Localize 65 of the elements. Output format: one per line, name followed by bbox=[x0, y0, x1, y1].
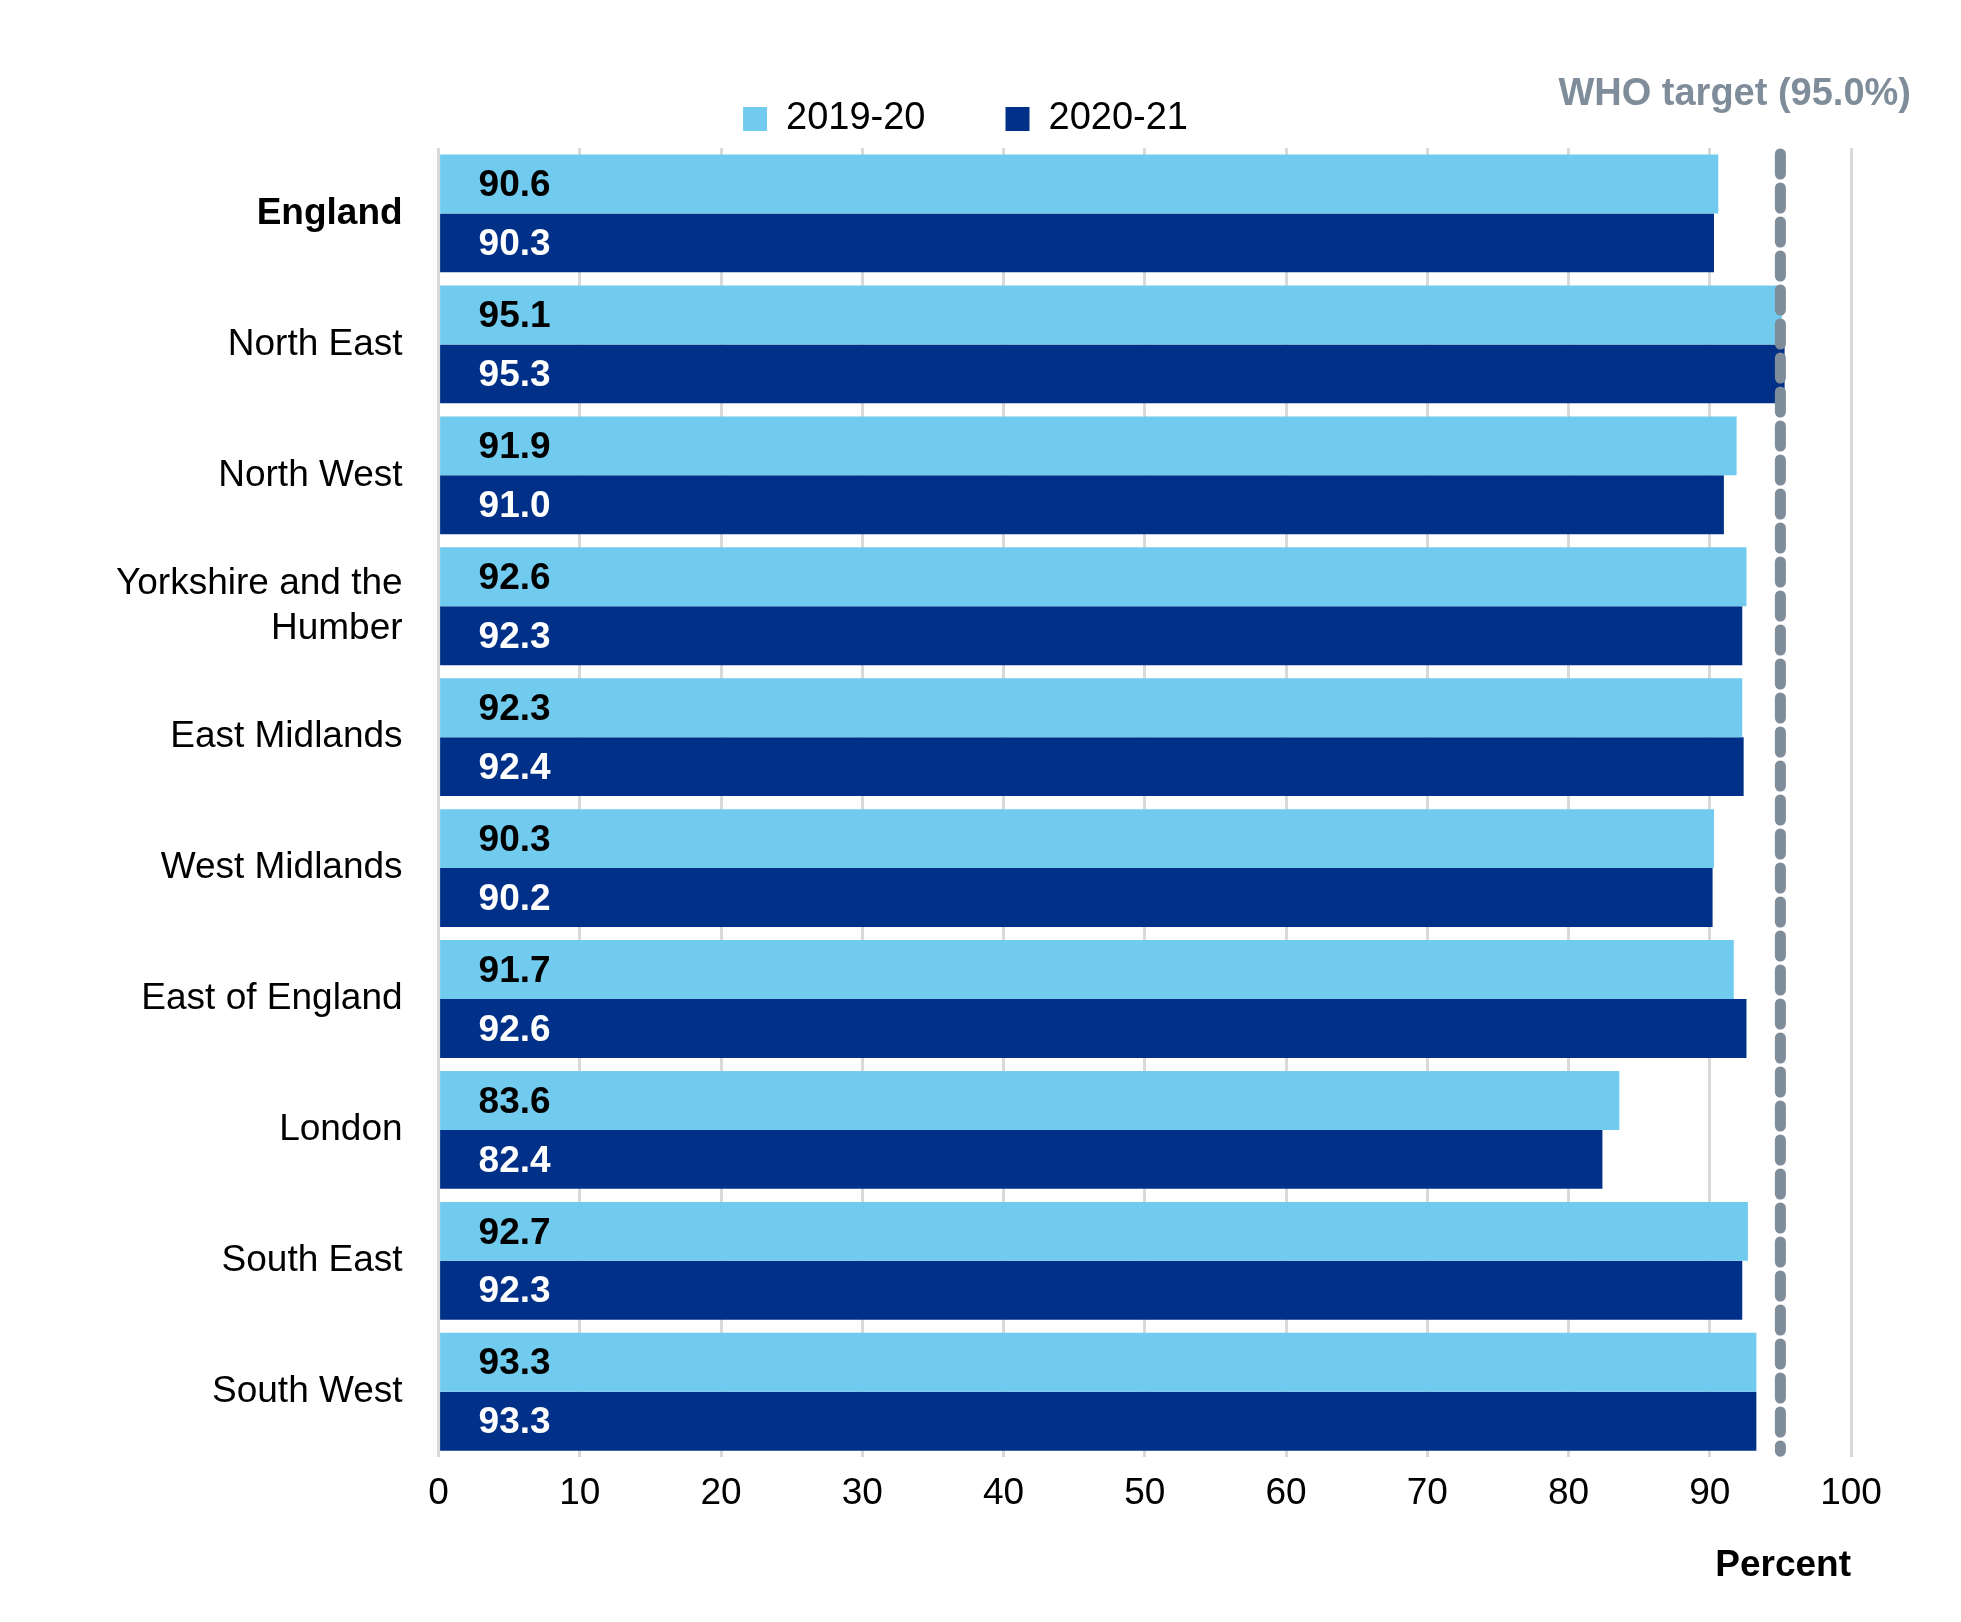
data-label: 92.7 bbox=[478, 1210, 551, 1252]
ref-line-label: WHO target (95.0%) bbox=[1558, 71, 1911, 114]
bar bbox=[440, 1391, 1757, 1451]
data-label: 92.4 bbox=[478, 745, 552, 787]
bar bbox=[440, 1260, 1743, 1320]
x-tick-label: 80 bbox=[1547, 1470, 1590, 1512]
bar bbox=[440, 737, 1744, 797]
x-tick-label: 40 bbox=[982, 1470, 1025, 1512]
bar bbox=[440, 213, 1714, 273]
data-label: 82.4 bbox=[478, 1138, 552, 1180]
bar bbox=[440, 606, 1743, 666]
x-tick-label: 20 bbox=[700, 1470, 742, 1512]
y-tick-label: East of England bbox=[141, 976, 403, 1018]
bar bbox=[440, 475, 1724, 535]
bar bbox=[440, 547, 1747, 607]
x-tick-label: 50 bbox=[1124, 1470, 1166, 1512]
bar bbox=[440, 154, 1719, 214]
bar bbox=[440, 868, 1713, 927]
data-label: 91.7 bbox=[478, 948, 551, 990]
bar bbox=[440, 1332, 1757, 1392]
x-tick-label: 100 bbox=[1820, 1470, 1882, 1512]
y-tick-label: North West bbox=[218, 452, 404, 494]
bar bbox=[440, 285, 1782, 345]
bar bbox=[440, 1129, 1603, 1189]
data-label: 93.3 bbox=[478, 1400, 551, 1442]
y-tick-label: South East bbox=[221, 1238, 404, 1280]
x-tick-label: 10 bbox=[559, 1470, 601, 1512]
data-label: 83.6 bbox=[478, 1079, 551, 1121]
x-tick-label: 30 bbox=[841, 1470, 883, 1512]
data-label: 92.3 bbox=[478, 614, 551, 656]
y-tick-label: North East bbox=[227, 321, 404, 363]
y-tick-label: South West bbox=[212, 1368, 404, 1410]
x-axis-title: Percent bbox=[1715, 1543, 1851, 1584]
x-tick-label: 0 bbox=[428, 1470, 449, 1512]
data-label: 95.1 bbox=[478, 294, 551, 336]
data-label: 92.3 bbox=[478, 686, 551, 728]
data-label: 90.3 bbox=[478, 222, 551, 264]
data-label: 92.3 bbox=[478, 1269, 551, 1311]
data-label: 95.3 bbox=[478, 353, 551, 395]
x-tick-label: 90 bbox=[1689, 1470, 1731, 1512]
y-tick-label: West Midlands bbox=[160, 845, 403, 887]
bar bbox=[440, 678, 1743, 738]
bar bbox=[440, 809, 1714, 869]
bar bbox=[440, 344, 1785, 404]
bar bbox=[440, 416, 1737, 476]
data-label: 91.0 bbox=[478, 483, 551, 525]
bar bbox=[440, 1201, 1748, 1261]
y-tick-label: England bbox=[256, 190, 403, 232]
data-label: 92.6 bbox=[478, 555, 551, 597]
y-tick-label: Yorkshire and the Humber bbox=[116, 561, 403, 647]
legend-label: 2019-20 bbox=[786, 95, 926, 138]
data-label: 91.9 bbox=[478, 425, 551, 467]
bar bbox=[440, 998, 1747, 1058]
bar bbox=[440, 1070, 1620, 1130]
bar bbox=[440, 940, 1734, 999]
x-tick-label: 70 bbox=[1406, 1470, 1448, 1512]
y-tick-label: East Midlands bbox=[170, 714, 403, 756]
y-tick-label: London bbox=[279, 1107, 403, 1149]
data-label: 90.6 bbox=[478, 163, 551, 205]
x-tick-label: 60 bbox=[1265, 1470, 1307, 1512]
data-label: 90.2 bbox=[478, 876, 551, 918]
data-label: 90.3 bbox=[478, 817, 551, 859]
legend-label: 2020-21 bbox=[1048, 95, 1188, 138]
data-label: 93.3 bbox=[478, 1341, 551, 1383]
data-label: 92.6 bbox=[478, 1007, 551, 1049]
